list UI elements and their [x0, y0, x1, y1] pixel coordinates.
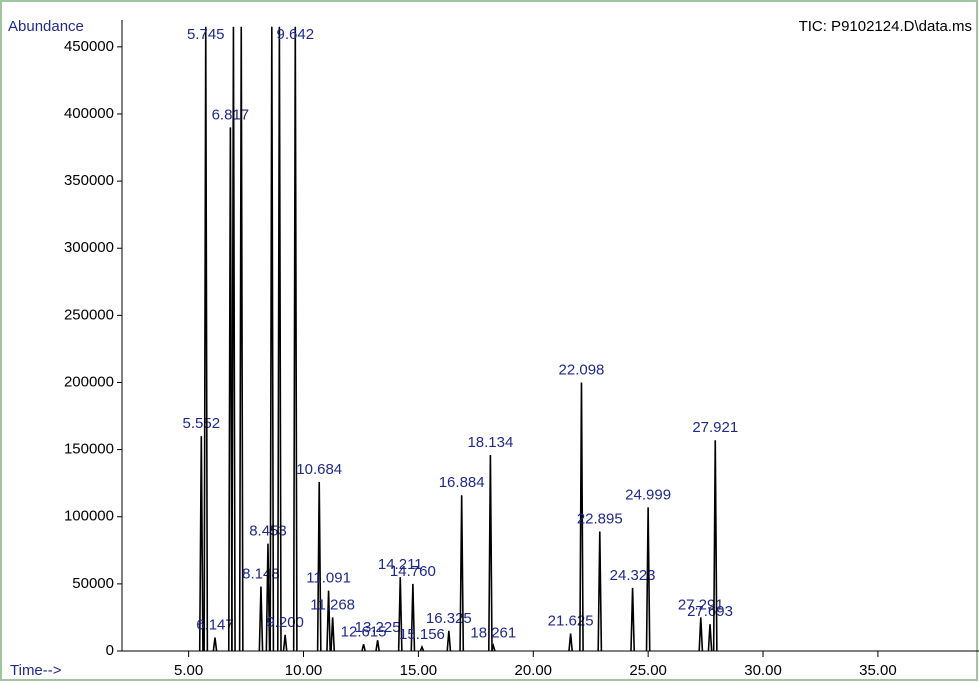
peak-label: 18.261	[470, 625, 516, 642]
peak-label: 27.693	[687, 603, 733, 620]
y-tick-label: 0	[106, 642, 114, 659]
peak	[227, 127, 233, 652]
peak	[375, 640, 381, 652]
y-tick-label: 450000	[64, 38, 114, 55]
x-tick-label: 30.00	[744, 662, 782, 679]
peak	[707, 624, 713, 652]
peak-label: 9.642	[277, 26, 315, 43]
peak	[212, 637, 218, 652]
peak	[361, 644, 366, 652]
peak	[645, 507, 651, 652]
chart-title: TIC: P9102124.D\data.ms	[799, 18, 972, 35]
peak-label: 24.999	[625, 486, 671, 503]
peak	[487, 454, 493, 652]
peak	[238, 26, 244, 652]
peak-label: 22.098	[559, 361, 605, 378]
peak-label: 18.134	[467, 434, 513, 451]
peak-label: 24.323	[610, 567, 656, 584]
peak	[579, 382, 584, 652]
x-tick-label: 35.00	[859, 662, 897, 679]
x-tick-label: 15.00	[400, 662, 438, 679]
peak-label: 27.291	[678, 596, 724, 613]
peak-label: 6.817	[212, 106, 250, 123]
peak	[231, 26, 236, 652]
peak-label: 13.225	[355, 619, 401, 636]
x-tick-label: 20.00	[514, 662, 552, 679]
peak-label: 14.211	[378, 556, 423, 573]
peak	[568, 633, 574, 652]
peak-label: 5.552	[183, 415, 221, 432]
peak-label: 11.091	[306, 570, 351, 587]
peak-label: 14.760	[390, 563, 436, 580]
y-tick-label: 50000	[72, 575, 114, 592]
peak-label: 6.147	[196, 617, 234, 634]
peak-label: 11.268	[310, 596, 355, 613]
peak-label: 27.921	[692, 419, 738, 436]
peak	[490, 642, 496, 652]
peak	[276, 26, 282, 652]
peak	[292, 26, 298, 652]
y-tick-label: 250000	[64, 306, 114, 323]
y-tick-label: 100000	[64, 508, 114, 525]
y-axis-label: Abundance	[8, 18, 84, 35]
peak-label: 12.615	[341, 623, 387, 640]
peak	[316, 481, 322, 652]
peak	[203, 26, 209, 652]
peak-label: 16.325	[426, 610, 472, 627]
y-tick-label: 150000	[64, 441, 114, 458]
peak	[258, 586, 264, 652]
x-tick-label: 25.00	[629, 662, 667, 679]
y-tick-label: 200000	[64, 373, 114, 390]
peak	[397, 577, 403, 652]
x-tick-label: 5.00	[174, 662, 203, 679]
peak-label: 22.895	[577, 510, 623, 527]
peak-label: 10.684	[296, 461, 342, 478]
peak	[446, 630, 452, 652]
peak-label: 5.745	[187, 26, 225, 43]
x-tick-label: 10.00	[285, 662, 323, 679]
peak	[419, 644, 425, 652]
peak	[326, 590, 331, 652]
peak-label: 16.884	[439, 474, 485, 491]
y-tick-label: 300000	[64, 239, 114, 256]
peak	[282, 634, 288, 652]
peak	[712, 440, 718, 652]
peak	[265, 543, 271, 652]
y-tick-label: 400000	[64, 105, 114, 122]
peak	[410, 583, 416, 652]
peak	[330, 617, 336, 652]
peak	[459, 495, 465, 652]
peak	[198, 436, 204, 652]
peak	[630, 587, 636, 652]
x-axis-label: Time-->	[10, 662, 62, 679]
peak-label: 9.200	[266, 614, 304, 631]
peak-label: 15.156	[399, 626, 445, 643]
peak-label: 8.148	[242, 566, 280, 583]
peak-label: 21.625	[548, 613, 594, 630]
peak	[597, 531, 603, 652]
y-tick-label: 350000	[64, 172, 114, 189]
peak	[698, 617, 704, 652]
peak	[269, 26, 275, 652]
